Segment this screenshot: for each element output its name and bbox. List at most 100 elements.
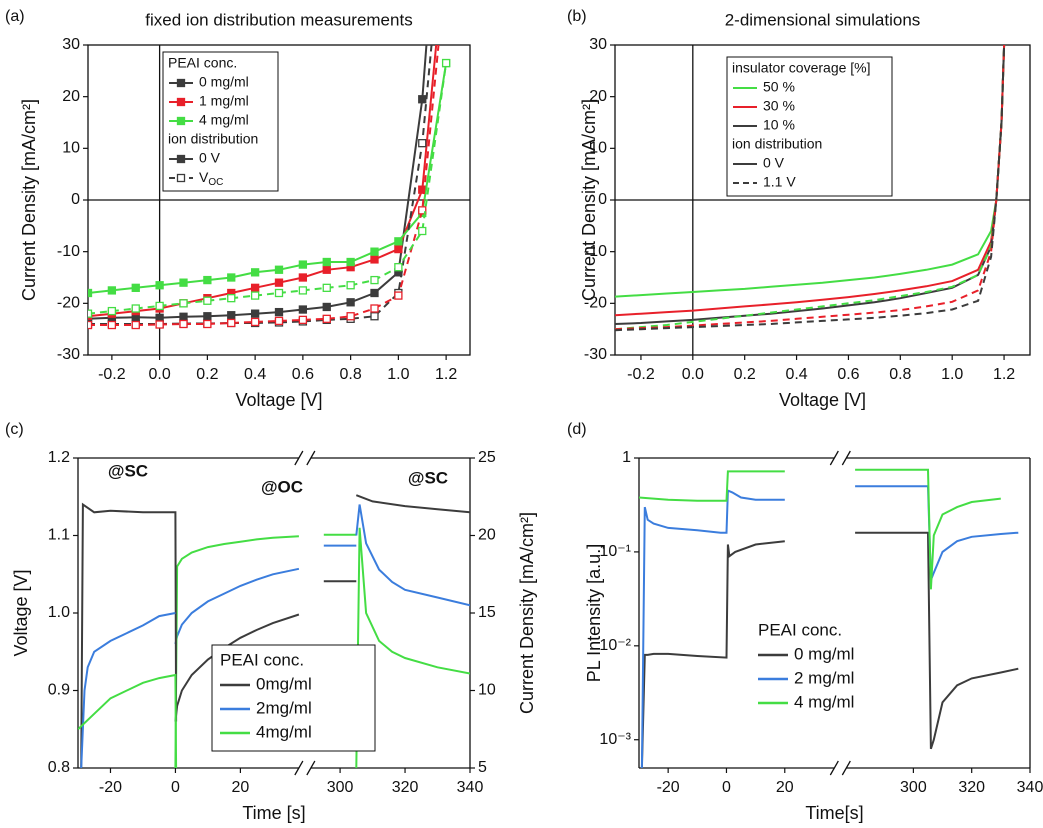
- x-tick-label: 0.0: [682, 366, 704, 383]
- series-line: [640, 485, 1019, 768]
- marker: [88, 309, 93, 318]
- series-group: [639, 468, 1019, 768]
- y-tick-label: 30: [62, 36, 80, 53]
- y-axis-label: Current Density [mA/cm²]: [579, 99, 599, 301]
- y-tick-label: 10⁻¹: [599, 543, 631, 560]
- marker: [346, 281, 355, 290]
- y2-tick-label: 20: [478, 527, 496, 544]
- x-tick-label: 20: [776, 779, 794, 796]
- y-tick-label: 0.9: [48, 682, 70, 699]
- x-tick-label: 1.0: [941, 366, 963, 383]
- marker: [370, 288, 379, 298]
- marker: [227, 273, 236, 282]
- axis-break: [829, 760, 839, 776]
- series-line: [88, 62, 448, 294]
- y-tick-label: -20: [57, 295, 80, 312]
- axis-break: [829, 450, 839, 466]
- marker: [418, 95, 427, 104]
- legend-label: 2mg/ml: [256, 698, 312, 717]
- marker: [346, 298, 355, 307]
- x-tick-label: 300: [900, 779, 927, 796]
- marker: [346, 312, 355, 321]
- series-line: [174, 544, 357, 645]
- y2-tick-label: 25: [478, 449, 496, 466]
- y-tick-label: 10: [62, 140, 80, 157]
- x-tick-label: 0.6: [837, 366, 859, 383]
- series-line: [88, 45, 440, 326]
- marker: [227, 318, 236, 328]
- y-tick-label: 0.8: [48, 759, 70, 776]
- marker: [88, 320, 93, 330]
- legend-label: 0 V: [199, 150, 221, 166]
- y-axis-label: PL Intensity [a.u.]: [584, 544, 604, 682]
- series-line: [615, 45, 1006, 331]
- y-tick-label: -20: [584, 295, 607, 312]
- marker: [203, 319, 212, 329]
- series-line: [639, 468, 1001, 590]
- marker: [441, 58, 451, 68]
- legend-marker: [176, 173, 186, 183]
- marker: [370, 247, 379, 256]
- axis-break: [294, 450, 304, 466]
- x-tick-label: 340: [457, 779, 484, 796]
- marker: [131, 304, 140, 313]
- legend-label: 4mg/ml: [256, 722, 312, 741]
- x-tick-label: -20: [99, 779, 122, 796]
- x-tick-label: 0.2: [196, 366, 218, 383]
- marker: [394, 237, 403, 246]
- legend-title: PEAI conc.: [220, 650, 304, 669]
- marker: [274, 265, 284, 274]
- series-line: [88, 45, 433, 325]
- series-line: [640, 531, 1019, 768]
- x-tick-label: 300: [327, 779, 354, 796]
- axis-break: [294, 760, 304, 776]
- marker: [274, 307, 284, 317]
- marker: [250, 317, 260, 327]
- series-line: [615, 45, 1006, 332]
- legend-label-sub: OC: [208, 177, 223, 188]
- marker: [179, 319, 188, 329]
- marker: [418, 139, 427, 148]
- marker: [322, 283, 331, 292]
- marker: [346, 257, 355, 267]
- annotation: @SC: [108, 461, 148, 480]
- y-tick-label: -10: [584, 243, 607, 260]
- y-tick-label: 1.0: [48, 604, 70, 621]
- y-tick-label: -30: [584, 346, 607, 363]
- marker: [322, 314, 331, 323]
- legend-label: 4 mg/ml: [794, 692, 854, 711]
- x-axis-label: Voltage [V]: [235, 390, 322, 410]
- marker: [298, 286, 308, 295]
- series-line: [174, 533, 357, 768]
- series-group: [615, 45, 1006, 332]
- marker: [298, 315, 308, 325]
- marker: [88, 288, 93, 298]
- legend-label: 30 %: [763, 98, 795, 114]
- legend-label: 0 mg/ml: [794, 644, 854, 663]
- marker: [227, 294, 236, 303]
- marker: [370, 275, 379, 285]
- marker: [179, 299, 188, 308]
- marker: [227, 311, 236, 320]
- marker: [155, 320, 164, 329]
- x-tick-label: -0.2: [98, 366, 126, 383]
- y-tick-label: 20: [589, 88, 607, 105]
- x-tick-label: 0.6: [292, 366, 314, 383]
- y-tick-label: 1: [622, 449, 631, 466]
- marker: [394, 291, 403, 300]
- legend-marker: [176, 116, 186, 126]
- legend-title: ion distribution: [732, 136, 822, 152]
- panel-label: (d): [567, 421, 587, 438]
- y2-axis-label: Current Density [mA/cm²]: [517, 512, 537, 714]
- marker: [203, 296, 212, 305]
- marker: [370, 304, 379, 313]
- legend-label-main: V: [199, 169, 209, 185]
- panel-label: (b): [567, 8, 587, 25]
- chart-title: 2-dimensional simulations: [725, 10, 921, 29]
- marker: [131, 320, 140, 330]
- x-tick-label: -20: [657, 779, 680, 796]
- series-line: [80, 494, 470, 768]
- legend-label: VOC: [199, 169, 223, 188]
- marker: [131, 283, 140, 292]
